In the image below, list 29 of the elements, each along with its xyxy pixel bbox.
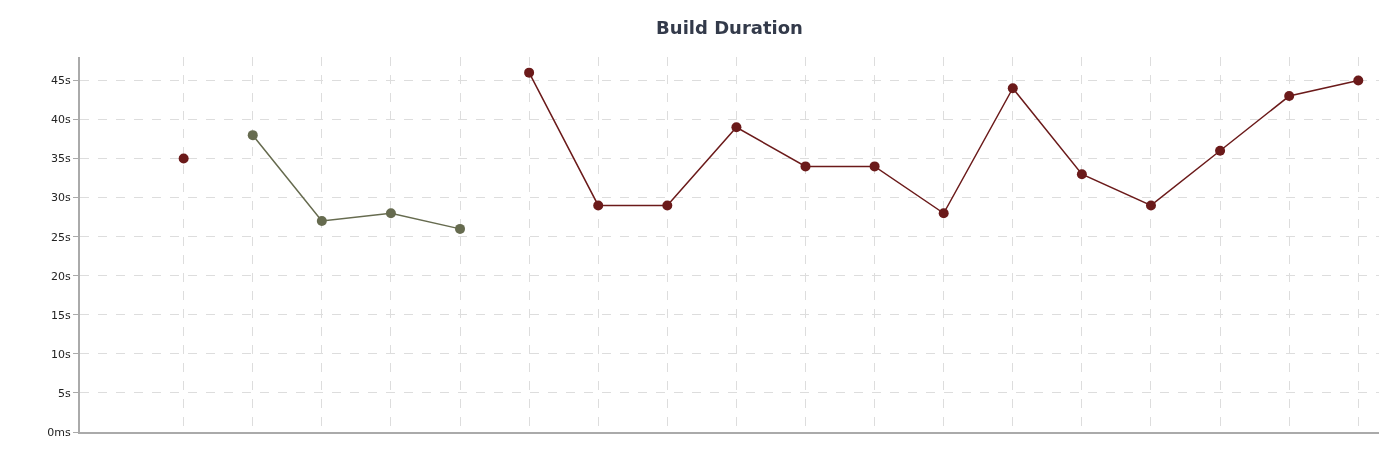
point bbox=[800, 161, 811, 172]
point bbox=[455, 223, 466, 234]
y-tick-label: 30s bbox=[51, 191, 72, 205]
y-tick-label: 35s bbox=[51, 152, 72, 166]
y-tick-label: 10s bbox=[51, 347, 72, 361]
chart-title: Build Duration bbox=[656, 16, 803, 38]
point bbox=[938, 208, 949, 219]
y-tick-label: 25s bbox=[51, 230, 72, 244]
point bbox=[1215, 145, 1226, 156]
y-tick-label: 0ms bbox=[47, 425, 72, 439]
point bbox=[1353, 75, 1364, 86]
y-tick-label: 15s bbox=[51, 308, 72, 322]
point bbox=[316, 216, 327, 227]
y-tick-label: 5s bbox=[58, 386, 72, 400]
point bbox=[1145, 200, 1156, 211]
y-tick-label: 45s bbox=[51, 74, 72, 88]
point bbox=[1076, 169, 1087, 180]
y-tick-label: 40s bbox=[51, 113, 72, 127]
point bbox=[385, 208, 396, 219]
point bbox=[524, 67, 535, 78]
point bbox=[869, 161, 880, 172]
point bbox=[731, 122, 742, 133]
y-tick-label: 20s bbox=[51, 269, 72, 283]
point bbox=[247, 130, 258, 141]
point bbox=[1007, 83, 1018, 94]
point bbox=[178, 153, 189, 164]
point bbox=[1284, 91, 1295, 102]
point bbox=[593, 200, 604, 211]
point bbox=[662, 200, 673, 211]
